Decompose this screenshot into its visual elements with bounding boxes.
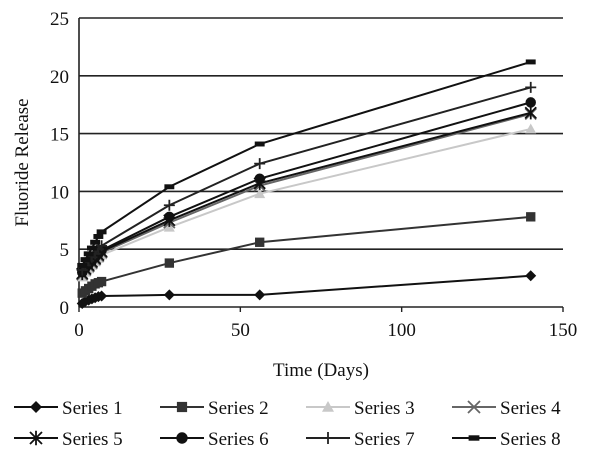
x-tick-label: 50 bbox=[231, 320, 250, 341]
legend-marker bbox=[176, 401, 188, 413]
data-point bbox=[525, 123, 537, 134]
series-7 bbox=[76, 81, 537, 276]
axes bbox=[78, 18, 564, 312]
legend-marker bbox=[468, 435, 480, 441]
data-point bbox=[83, 251, 94, 257]
data-point bbox=[255, 237, 265, 247]
legend-marker bbox=[322, 401, 334, 412]
legend-item: Series 5 bbox=[14, 429, 123, 450]
series-6 bbox=[77, 97, 536, 278]
data-point bbox=[90, 239, 101, 245]
data-point bbox=[80, 257, 91, 263]
data-point bbox=[524, 106, 537, 120]
legend-marker bbox=[176, 432, 188, 444]
data-point bbox=[164, 211, 175, 223]
series-line bbox=[81, 112, 531, 276]
data-point bbox=[526, 212, 536, 222]
y-tick-label: 0 bbox=[60, 298, 70, 319]
series-line bbox=[81, 101, 532, 273]
y-tick-label: 15 bbox=[50, 125, 69, 146]
legend-label: Series 4 bbox=[500, 398, 561, 419]
legend-label: Series 7 bbox=[354, 429, 415, 450]
data-point bbox=[86, 245, 97, 251]
data-point bbox=[254, 289, 266, 301]
y-axis-label: Fluoride Release bbox=[12, 98, 33, 226]
legend-label: Series 6 bbox=[208, 429, 269, 450]
data-point bbox=[77, 262, 88, 268]
legend-item: Series 7 bbox=[306, 429, 415, 450]
data-point bbox=[525, 59, 536, 65]
data-point bbox=[525, 97, 536, 108]
legend-label: Series 1 bbox=[62, 398, 123, 419]
series-line bbox=[81, 215, 531, 294]
data-point bbox=[525, 81, 537, 93]
y-tick-label: 20 bbox=[50, 67, 69, 88]
data-point bbox=[164, 258, 175, 268]
y-tick-labels: 0 5 10 15 20 25 bbox=[50, 9, 69, 319]
data-point bbox=[96, 240, 108, 252]
legend: Series 1 Series 2 Series 3 Series 4 Series 5… bbox=[14, 398, 561, 450]
legend-item: Series 6 bbox=[160, 429, 269, 450]
data-point bbox=[93, 234, 104, 239]
legend-marker bbox=[322, 432, 334, 444]
series-line bbox=[81, 60, 532, 266]
data-point bbox=[254, 173, 265, 184]
series-1 bbox=[76, 270, 537, 310]
legend-item: Series 3 bbox=[306, 398, 415, 419]
data-point bbox=[163, 199, 175, 211]
data-point bbox=[96, 290, 108, 302]
series-2 bbox=[77, 212, 536, 298]
data-point bbox=[164, 184, 175, 190]
series-line bbox=[81, 86, 532, 271]
y-tick-label: 10 bbox=[50, 182, 69, 203]
y-tick-label: 5 bbox=[60, 240, 70, 261]
data-point bbox=[254, 141, 265, 147]
legend-item: Series 4 bbox=[452, 398, 561, 419]
x-axis-label: Time (Days) bbox=[273, 360, 369, 381]
gridlines bbox=[79, 17, 563, 250]
legend-label: Series 3 bbox=[354, 398, 415, 419]
data-point bbox=[254, 158, 266, 170]
legend-label: Series 2 bbox=[208, 398, 269, 419]
data-point bbox=[96, 276, 107, 287]
series-8 bbox=[77, 59, 536, 268]
legend-item: Series 1 bbox=[14, 398, 123, 419]
legend-marker bbox=[29, 430, 43, 446]
legend-marker bbox=[467, 400, 481, 414]
legend-item: Series 2 bbox=[160, 398, 269, 419]
legend-item: Series 8 bbox=[452, 429, 561, 450]
data-point bbox=[254, 188, 266, 199]
data-point bbox=[96, 229, 107, 235]
series-5 bbox=[76, 106, 537, 281]
x-tick-label: 0 bbox=[74, 320, 84, 341]
legend-label: Series 5 bbox=[62, 429, 123, 450]
x-tick-label: 150 bbox=[549, 320, 578, 341]
legend-label: Series 8 bbox=[500, 429, 561, 450]
x-tick-label: 100 bbox=[387, 320, 416, 341]
data-point bbox=[163, 289, 175, 301]
series-line bbox=[81, 274, 531, 305]
x-tick-labels: 0 50 100 150 bbox=[74, 320, 577, 341]
legend-marker bbox=[30, 401, 42, 413]
data-point bbox=[525, 270, 537, 282]
series-layer bbox=[76, 59, 537, 310]
y-tick-label: 25 bbox=[50, 9, 69, 30]
